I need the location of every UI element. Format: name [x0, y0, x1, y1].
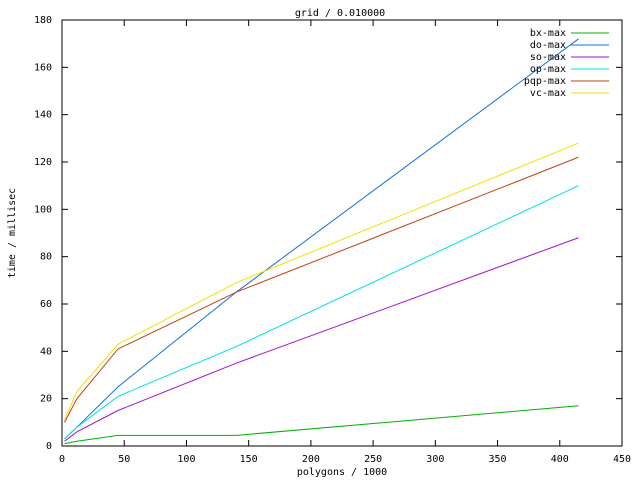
- y-tick-label: 80: [40, 252, 52, 263]
- y-tick-label: 160: [34, 62, 52, 73]
- y-tick-label: 0: [46, 441, 52, 452]
- x-tick-label: 350: [489, 454, 507, 465]
- series-line: [64, 156, 579, 423]
- legend-label: bx-max: [530, 28, 566, 39]
- y-tick-label: 20: [40, 394, 52, 405]
- series-line: [64, 38, 579, 440]
- y-tick-label: 100: [34, 204, 52, 215]
- y-tick-label: 60: [40, 299, 52, 310]
- x-tick-label: 0: [59, 454, 65, 465]
- y-tick-label: 120: [34, 157, 52, 168]
- x-tick-label: 50: [118, 454, 130, 465]
- series-line: [64, 185, 579, 440]
- y-tick-label: 40: [40, 346, 52, 357]
- y-axis-label: time / millisec: [7, 188, 18, 278]
- series-line: [64, 142, 579, 421]
- series-line: [64, 237, 579, 442]
- chart-title: grid / 0.010000: [295, 8, 385, 19]
- x-axis-label: polygons / 1000: [297, 467, 387, 478]
- x-tick-label: 250: [364, 454, 382, 465]
- x-tick-label: 300: [426, 454, 444, 465]
- y-tick-label: 140: [34, 110, 52, 121]
- plot-border: [61, 19, 623, 447]
- y-tick-label: 180: [34, 15, 52, 26]
- x-tick-label: 100: [177, 454, 195, 465]
- x-tick-label: 450: [613, 454, 631, 465]
- series-line: [64, 405, 579, 445]
- legend-label: op-max: [530, 64, 566, 75]
- legend-label: so-max: [530, 52, 566, 63]
- x-tick-label: 200: [302, 454, 320, 465]
- x-tick-label: 400: [551, 454, 569, 465]
- legend-label: pqp-max: [524, 76, 566, 87]
- legend-label: do-max: [530, 40, 566, 51]
- legend-label: vc-max: [530, 88, 566, 99]
- x-tick-label: 150: [240, 454, 258, 465]
